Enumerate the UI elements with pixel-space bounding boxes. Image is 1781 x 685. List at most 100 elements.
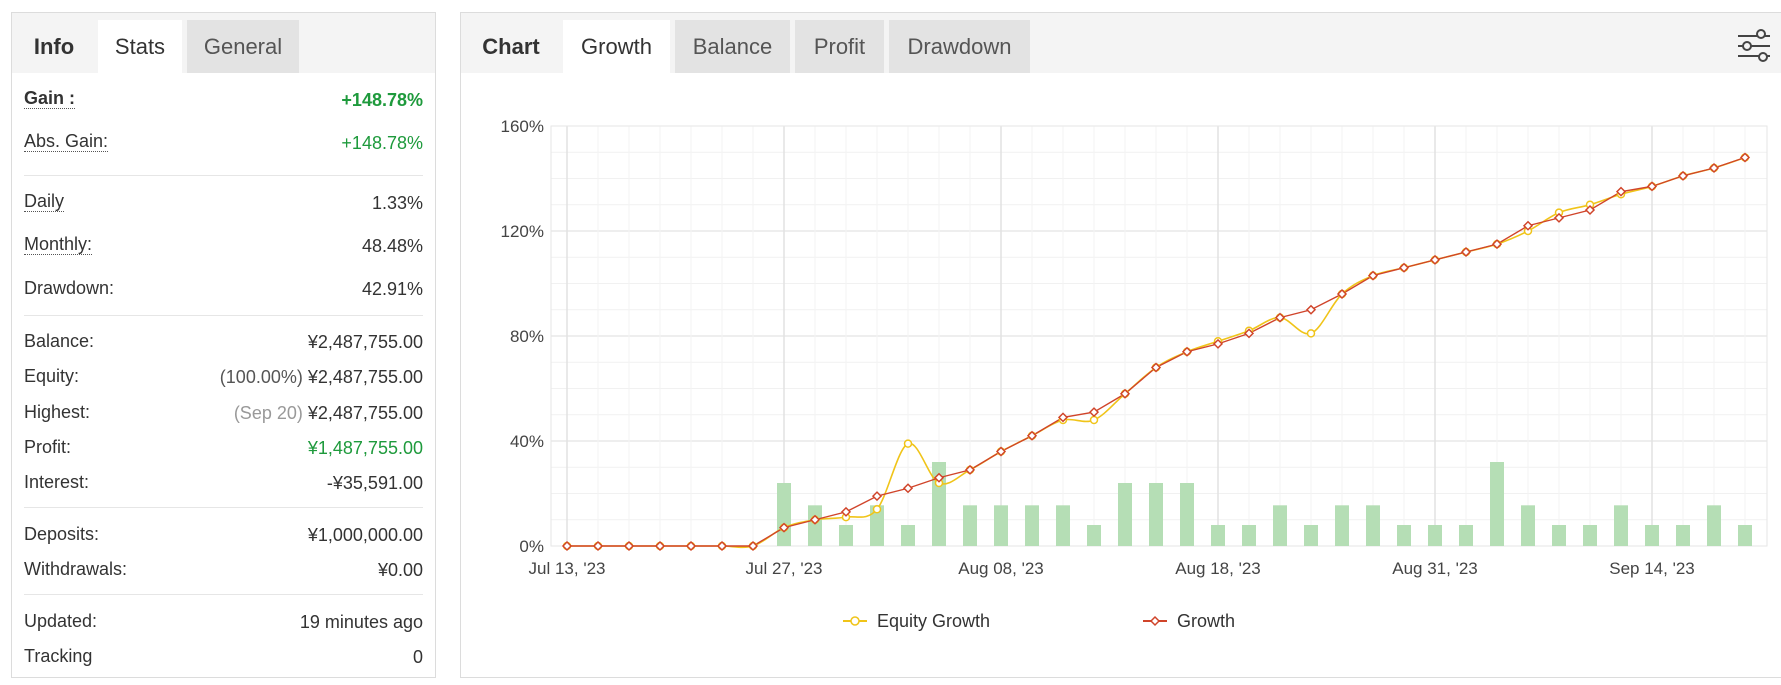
stat-gain-label[interactable]: Gain : bbox=[24, 88, 76, 109]
bar bbox=[1056, 505, 1070, 546]
stat-interest-value: -¥35,591.00 bbox=[326, 473, 423, 493]
growth-point bbox=[716, 540, 728, 552]
y-tick-label: 80% bbox=[510, 327, 544, 346]
x-tick-label: Aug 08, '23 bbox=[958, 559, 1043, 578]
stat-deposits: Deposits: ¥1,000,000.00 bbox=[24, 520, 423, 550]
stat-daily: Daily 1.33% bbox=[24, 188, 423, 218]
growth-point bbox=[1119, 388, 1131, 399]
stat-highest-label: Highest: bbox=[24, 402, 91, 422]
tab-balance[interactable]: Balance bbox=[675, 20, 790, 73]
stat-daily-value: 1.33% bbox=[371, 193, 423, 213]
growth-point bbox=[592, 540, 604, 552]
y-tick-label: 0% bbox=[519, 537, 544, 556]
bar bbox=[1583, 525, 1597, 546]
stat-interest-label: Interest: bbox=[24, 472, 90, 492]
bar bbox=[1552, 525, 1566, 546]
growth-point bbox=[1305, 304, 1317, 315]
stat-balance-label: Balance: bbox=[24, 331, 95, 351]
divider bbox=[24, 315, 423, 316]
stat-interest: Interest: -¥35,591.00 bbox=[24, 468, 423, 498]
growth-point bbox=[778, 522, 790, 533]
growth-point bbox=[840, 506, 852, 517]
legend-item-equity-growth[interactable]: Equity Growth bbox=[843, 611, 990, 631]
equity-growth-point bbox=[1089, 415, 1099, 425]
tab-stats[interactable]: Stats bbox=[98, 20, 182, 73]
growth-point bbox=[685, 540, 697, 552]
stat-monthly-label[interactable]: Monthly: bbox=[24, 234, 93, 255]
growth-point bbox=[1584, 204, 1596, 216]
growth-point bbox=[1522, 220, 1534, 231]
growth-point bbox=[1429, 254, 1441, 265]
bar bbox=[808, 505, 822, 546]
growth-point bbox=[747, 540, 759, 552]
stat-gain-value: +148.78% bbox=[341, 90, 423, 110]
bar bbox=[777, 483, 791, 546]
growth-point bbox=[1708, 162, 1720, 174]
growth-point bbox=[1677, 170, 1689, 181]
bar bbox=[1025, 505, 1039, 546]
tab-chart[interactable]: Chart bbox=[482, 34, 540, 59]
stat-daily-label[interactable]: Daily bbox=[24, 191, 65, 212]
chart-legend: Equity Growth Growth bbox=[843, 611, 1235, 631]
bar bbox=[1676, 525, 1690, 546]
growth-point bbox=[1615, 186, 1627, 197]
growth-point bbox=[1367, 270, 1379, 281]
stat-highest-value: (Sep 20) ¥2,487,755.00 bbox=[234, 403, 423, 424]
growth-point bbox=[623, 540, 635, 552]
x-tick-label: Jul 13, '23 bbox=[529, 559, 606, 578]
y-tick-label: 160% bbox=[501, 117, 544, 136]
bar bbox=[1242, 525, 1256, 546]
growth-point bbox=[1398, 262, 1410, 273]
stat-profit: Profit: ¥1,487,755.00 bbox=[24, 433, 423, 463]
bar bbox=[1428, 525, 1442, 546]
bar bbox=[1614, 505, 1628, 546]
tab-drawdown[interactable]: Drawdown bbox=[889, 20, 1030, 73]
stat-equity-value: (100.00%) ¥2,487,755.00 bbox=[220, 367, 423, 388]
tab-growth[interactable]: Growth bbox=[563, 20, 670, 73]
bar bbox=[1087, 525, 1101, 546]
bar bbox=[1738, 525, 1752, 546]
bar bbox=[1149, 483, 1163, 546]
stat-profit-value: ¥1,487,755.00 bbox=[307, 438, 423, 458]
bar bbox=[1707, 505, 1721, 546]
growth-point bbox=[1460, 246, 1472, 258]
stat-balance-value: ¥2,487,755.00 bbox=[307, 332, 423, 352]
growth-point bbox=[933, 472, 945, 483]
tab-info[interactable]: Info bbox=[33, 34, 75, 59]
stat-monthly: Monthly: 48.48% bbox=[24, 231, 423, 261]
x-tick-label: Aug 18, '23 bbox=[1175, 559, 1260, 578]
growth-point bbox=[1212, 338, 1224, 349]
x-tick-label: Aug 31, '23 bbox=[1392, 559, 1477, 578]
chart-panel: Chart Growth Balance Profit Drawdown 0% 4… bbox=[460, 12, 1781, 678]
bar bbox=[1490, 462, 1504, 546]
sliders-icon[interactable] bbox=[1737, 28, 1771, 62]
equity-growth-point bbox=[1306, 329, 1316, 338]
stat-gain: Gain : +148.78% bbox=[24, 85, 423, 115]
bar bbox=[994, 505, 1008, 546]
bar bbox=[1304, 525, 1318, 546]
stat-tracking: Tracking 0 bbox=[24, 642, 423, 672]
tab-profit[interactable]: Profit bbox=[795, 20, 884, 73]
stat-equity-label: Equity: bbox=[24, 366, 80, 386]
stat-updated: Updated: 19 minutes ago bbox=[24, 607, 423, 637]
bar bbox=[870, 505, 884, 546]
equity-growth-point bbox=[872, 505, 882, 514]
chart-grid bbox=[550, 125, 1768, 547]
growth-chart: 0% 40% 80% 120% 160% Jul 13, '23 Jul 27, '23 Au… bbox=[501, 117, 1768, 631]
stat-withdrawals-label: Withdrawals: bbox=[24, 559, 128, 579]
stat-abs-gain-label[interactable]: Abs. Gain: bbox=[24, 131, 109, 152]
stat-deposits-value: ¥1,000,000.00 bbox=[307, 525, 423, 545]
bar bbox=[1118, 483, 1132, 546]
tab-general[interactable]: General bbox=[187, 20, 299, 73]
stat-equity: Equity: (100.00%) ¥2,487,755.00 bbox=[24, 362, 423, 392]
growth-point bbox=[654, 540, 666, 552]
stat-drawdown: Drawdown: 42.91% bbox=[24, 274, 423, 304]
stat-abs-gain: Abs. Gain: +148.78% bbox=[24, 128, 423, 158]
stat-tracking-value: 0 bbox=[412, 647, 423, 667]
divider bbox=[24, 594, 423, 595]
equity-growth-point bbox=[903, 439, 913, 448]
bar bbox=[1211, 525, 1225, 546]
stat-highest-date: (Sep 20) bbox=[233, 403, 303, 423]
divider bbox=[24, 507, 423, 508]
legend-item-growth[interactable]: Growth bbox=[1143, 611, 1235, 631]
